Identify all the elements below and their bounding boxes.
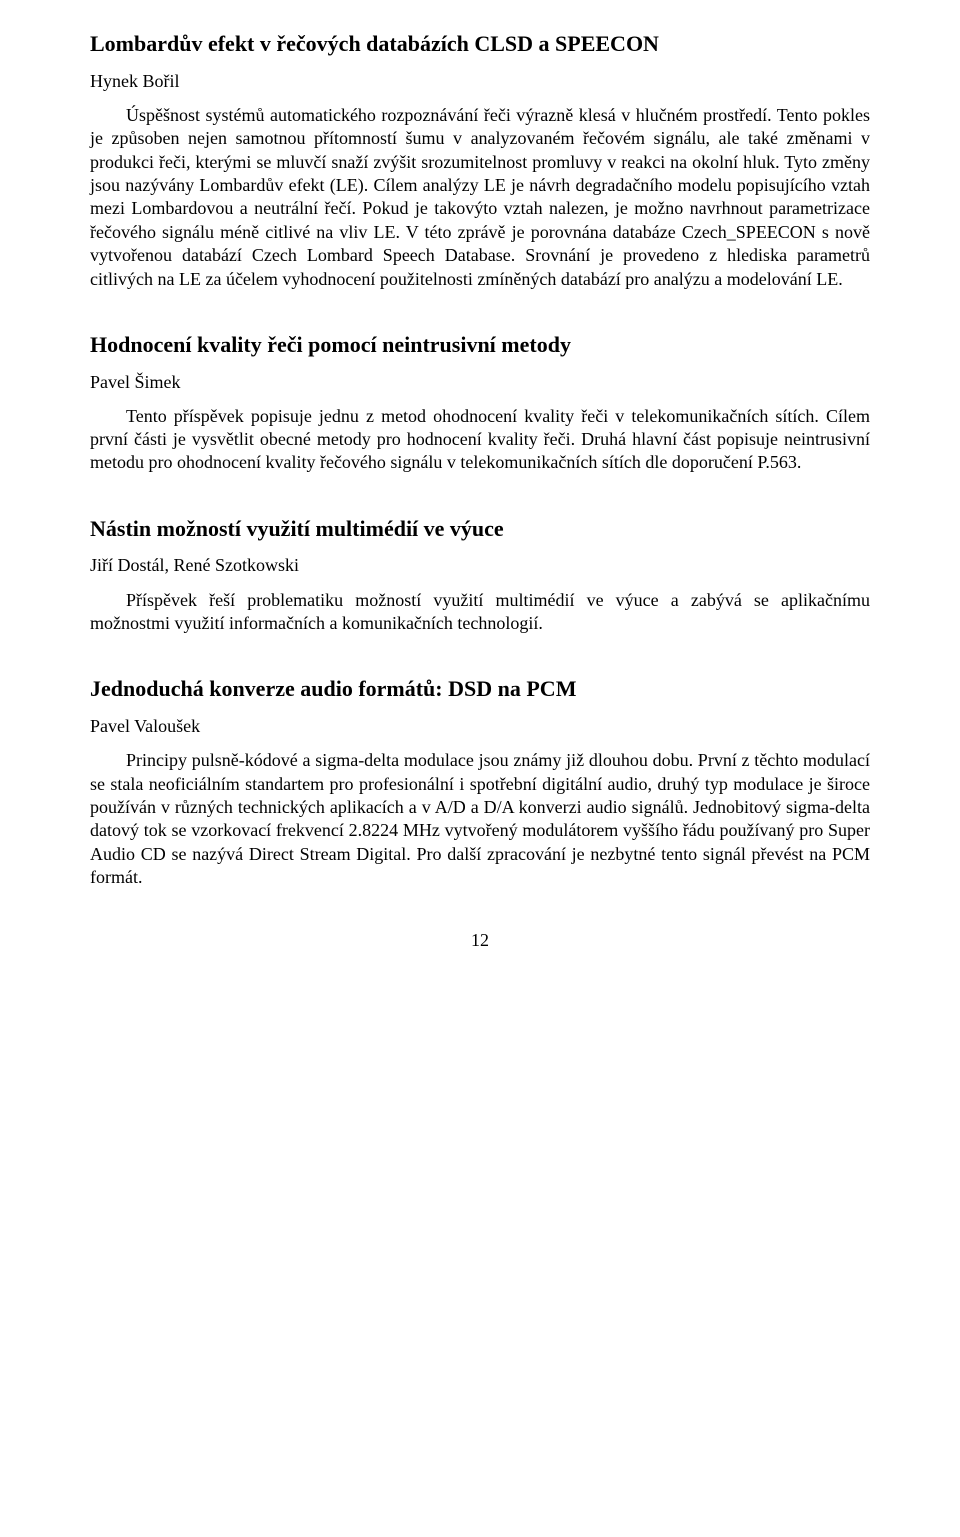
section-author: Pavel Valoušek [90, 714, 870, 739]
section-body: Úspěšnost systémů automatického rozpozná… [90, 104, 870, 291]
abstract-section-3: Nástin možností využití multimédií ve vý… [90, 515, 870, 636]
section-title: Hodnocení kvality řeči pomocí neintrusiv… [90, 331, 870, 360]
section-author: Hynek Bořil [90, 69, 870, 94]
abstract-section-2: Hodnocení kvality řeči pomocí neintrusiv… [90, 331, 870, 475]
section-author: Jiří Dostál, René Szotkowski [90, 553, 870, 578]
section-body: Tento příspěvek popisuje jednu z metod o… [90, 405, 870, 475]
section-body: Principy pulsně-kódové a sigma-delta mod… [90, 749, 870, 889]
abstract-section-1: Lombardův efekt v řečových databázích CL… [90, 30, 870, 291]
section-body: Příspěvek řeší problematiku možností vyu… [90, 589, 870, 636]
page-number: 12 [90, 930, 870, 951]
section-author: Pavel Šimek [90, 370, 870, 395]
section-title: Nástin možností využití multimédií ve vý… [90, 515, 870, 544]
section-title: Jednoduchá konverze audio formátů: DSD n… [90, 675, 870, 704]
abstract-section-4: Jednoduchá konverze audio formátů: DSD n… [90, 675, 870, 889]
section-title: Lombardův efekt v řečových databázích CL… [90, 30, 870, 59]
